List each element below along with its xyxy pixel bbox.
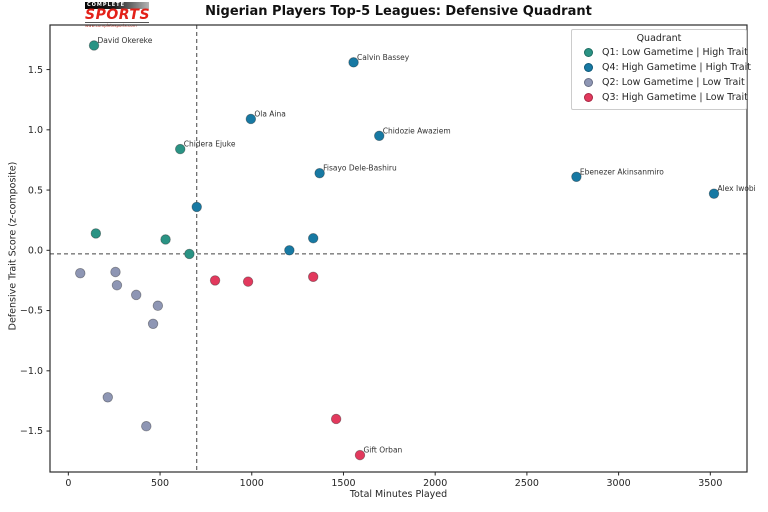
data-point-label: Chidera Ejuke [184,140,236,149]
legend-entry-label: Q2: Low Gametime | Low Trait [602,77,745,88]
x-tick-label: 1000 [240,478,264,489]
legend-marker-icon [584,48,593,57]
data-point-label: David Okereke [98,36,153,45]
legend-entry-label: Q3: High Gametime | Low Trait [602,92,748,103]
x-tick-label: 500 [151,478,169,489]
y-axis-label: Defensive Trait Score (z-composite) [7,161,19,331]
data-point-label: Chidozie Awaziem [383,126,451,135]
legend-marker-icon [584,78,593,87]
data-point [147,318,159,330]
x-axis-label: Total Minutes Played [349,489,448,500]
legend-title: Quadrant [636,33,682,44]
legend-entry: Q4: High Gametime | High Trait [578,60,751,75]
plot-border [49,24,748,473]
data-point [90,228,102,239]
data-point [102,392,113,403]
logo-banner-text: COMPLETE [85,2,149,9]
data-point [111,280,123,291]
data-point [242,276,254,287]
data-point-label: Ola Aina [254,109,286,118]
x-tick-label: 3000 [607,478,631,489]
y-tick-label: −1.0 [20,366,43,377]
legend-entry-label: Q4: High Gametime | High Trait [602,62,751,73]
data-point-label: Fisayo Dele-Bashiru [323,164,397,173]
data-point [184,248,195,260]
legend-entry: Q2: Low Gametime | Low Trait [578,75,745,90]
data-point [245,113,257,125]
y-tick-label: 1.5 [28,65,43,76]
data-point-label: Ebenezer Akinsanmiro [580,167,664,176]
y-tick-label: −0.5 [20,306,43,317]
data-point-label: Alex Iwobi [717,184,755,193]
data-point [191,201,202,213]
y-tick-label: −1.5 [20,426,43,437]
data-point [330,413,342,425]
data-point [131,289,142,301]
y-tick-label: 0.5 [28,185,43,196]
data-point-label: Calvin Bassey [357,53,410,62]
data-point-label: Gift Orban [363,446,402,455]
data-point [308,271,319,283]
legend-entry: Q3: High Gametime | Low Trait [578,90,748,105]
x-tick-label: 3500 [698,478,722,489]
y-tick-label: 1.0 [28,125,43,136]
data-point [284,245,295,256]
data-point [374,130,385,142]
y-tick-label: 0.0 [28,246,43,257]
data-point [209,275,221,286]
x-tick-label: 2500 [515,478,539,489]
data-point [110,266,121,278]
chart-title: Nigerian Players Top-5 Leagues: Defensiv… [205,4,592,19]
legend-marker-icon [584,93,593,102]
data-point [308,233,319,244]
data-point [160,234,171,245]
data-point [314,167,325,179]
data-point [354,449,366,461]
x-tick-label: 0 [65,478,71,489]
data-point [152,300,164,311]
data-point [175,143,186,155]
x-tick-label: 1500 [331,478,355,489]
data-point [88,40,100,51]
chart-legend: Quadrant Q1: Low Gametime | High Trait Q4… [571,29,751,110]
logo-sports-text: SPORTS [85,7,151,23]
data-point [141,421,152,432]
legend-entry: Q1: Low Gametime | High Trait [578,45,748,60]
data-point [75,267,86,279]
x-tick-label: 2000 [423,478,447,489]
data-point [708,188,720,199]
legend-entry-label: Q1: Low Gametime | High Trait [602,47,748,58]
legend-marker-icon [584,63,593,72]
data-point [571,171,582,183]
data-point [348,57,359,68]
